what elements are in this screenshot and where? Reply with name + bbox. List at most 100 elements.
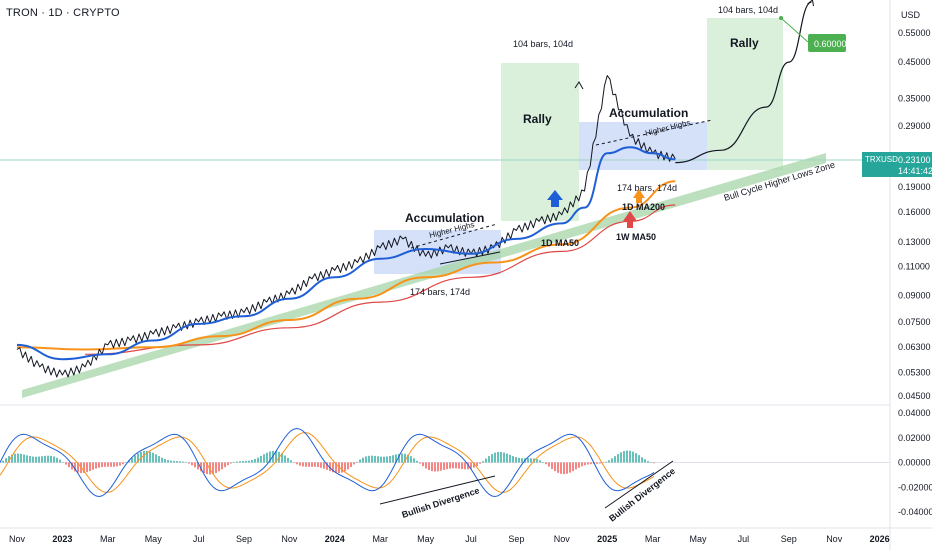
macd-histogram-bar — [446, 462, 448, 470]
macd-histogram-bar — [365, 456, 367, 463]
time-axis-tick: Nov — [826, 534, 843, 544]
macd-histogram-bar — [293, 462, 295, 463]
macd-histogram-bar — [521, 458, 523, 463]
macd-histogram-bar — [482, 461, 484, 463]
macd-histogram-bar — [530, 458, 532, 463]
macd-histogram-bar — [410, 456, 412, 463]
macd-histogram-bar — [134, 455, 136, 463]
macd-histogram-bar — [515, 457, 517, 463]
macd-histogram-bar — [650, 462, 652, 463]
time-axis-tick: Nov — [281, 534, 298, 544]
macd-histogram-bar — [17, 453, 19, 463]
macd-histogram-bar — [623, 451, 625, 463]
macd-histogram-bar — [611, 458, 613, 463]
macd-histogram-bar — [125, 462, 127, 463]
macd-histogram-bar — [47, 455, 49, 463]
macd-histogram-bar — [44, 455, 46, 463]
macd-histogram-bar — [326, 462, 328, 470]
divergence-line-1 — [379, 475, 496, 505]
macd-histogram-bar — [581, 462, 583, 467]
macd-histogram-bar — [122, 462, 124, 465]
time-axis-tick: Mar — [372, 534, 388, 544]
macd-histogram-bar — [143, 450, 145, 463]
rally-label-2: Rally — [730, 36, 759, 50]
macd-histogram-bar — [206, 462, 208, 475]
divergence-line-2 — [604, 460, 674, 509]
macd-histogram-bar — [356, 461, 358, 463]
macd-histogram-bar — [647, 461, 649, 463]
macd-histogram-bar — [374, 455, 376, 463]
macd-histogram-bar — [32, 456, 34, 463]
macd-histogram-bar — [50, 455, 52, 463]
accumulation-label-1: Accumulation — [405, 211, 484, 225]
macd-histogram-bar — [215, 462, 217, 473]
rally-arrowhead-icon — [574, 81, 584, 90]
macd-histogram-bar — [224, 462, 226, 468]
macd-histogram-bar — [443, 462, 445, 470]
macd-histogram-bar — [536, 459, 538, 463]
macd-histogram-bar — [98, 462, 100, 468]
macd-histogram-bar — [470, 462, 472, 469]
macd-histogram-bar — [311, 462, 313, 467]
higher-highs-line-1 — [410, 223, 498, 249]
macd-histogram-bar — [509, 454, 511, 463]
macd-histogram-bar — [398, 453, 400, 463]
time-axis-tick: May — [417, 534, 435, 544]
macd-histogram-bar — [11, 454, 13, 463]
macd-histogram-bar — [239, 461, 241, 463]
macd-histogram-bar — [473, 462, 475, 468]
chart-title: TRON · 1D · CRYPTO — [6, 7, 120, 19]
series-price — [16, 75, 676, 378]
macd-histogram-bar — [176, 461, 178, 463]
macd-histogram-bar — [491, 454, 493, 463]
macd-histogram-bar — [188, 462, 190, 464]
macd-histogram-bar — [71, 462, 73, 470]
price-axis-tick: 0.07500 — [898, 317, 931, 327]
macd-histogram-bar — [152, 452, 154, 463]
macd-histogram-bar — [563, 462, 565, 475]
higher-highs-line-2 — [595, 119, 713, 146]
time-axis-tick: Jul — [465, 534, 477, 544]
macd-histogram-bar — [485, 458, 487, 463]
macd-histogram-bar — [566, 462, 568, 474]
macd-histogram-bar — [335, 462, 337, 473]
macd-histogram-bar — [551, 462, 553, 469]
macd-histogram-bar — [110, 462, 112, 467]
macd-histogram-bar — [182, 461, 184, 463]
price-axis-tick: 0.06300 — [898, 342, 931, 352]
price-axis-tick: 0.05300 — [898, 367, 931, 377]
macd-histogram-bar — [578, 462, 580, 468]
rally-box-1 — [501, 63, 579, 221]
macd-histogram-bar — [404, 453, 406, 463]
macd-axis-tick: 0.02000 — [898, 433, 931, 443]
macd-histogram-bar — [467, 462, 469, 470]
macd-histogram-bar — [56, 457, 58, 463]
macd-histogram-bar — [62, 461, 64, 463]
macd-histogram-bar — [554, 462, 556, 472]
series-projection — [675, 1, 812, 164]
bullish-divergence-label-2: Bullish Divergence — [607, 466, 677, 524]
macd-histogram-bar — [218, 462, 220, 472]
macd-line — [0, 427, 655, 498]
macd-histogram-bar — [488, 456, 490, 463]
macd-histogram-bar — [416, 460, 418, 463]
macd-histogram-bar — [269, 451, 271, 463]
macd-histogram-bar — [5, 458, 7, 463]
macd-histogram-bar — [89, 462, 91, 472]
macd-histogram-bar — [542, 462, 544, 463]
macd-histogram-bar — [116, 462, 118, 467]
time-axis-tick: May — [689, 534, 707, 544]
macd-histogram-bar — [464, 462, 466, 470]
macd-histogram-bar — [626, 450, 628, 463]
macd-histogram-bar — [260, 455, 262, 463]
macd-histogram-bar — [266, 452, 268, 463]
macd-histogram-bar — [458, 462, 460, 469]
macd-histogram-bar — [212, 462, 214, 475]
macd-histogram-bar — [119, 462, 121, 466]
macd-histogram-bar — [233, 462, 235, 463]
macd-histogram-bar — [245, 460, 247, 463]
macd-histogram-bar — [230, 462, 232, 464]
target-anchor — [779, 16, 783, 20]
macd-histogram-bar — [440, 462, 442, 471]
higher-lows-zone — [22, 153, 826, 398]
